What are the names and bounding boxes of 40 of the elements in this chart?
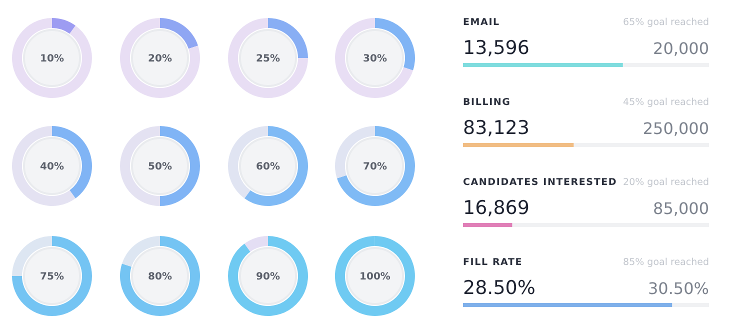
text: 40% bbox=[40, 162, 64, 172]
text: 90% bbox=[256, 272, 280, 282]
text: 75% bbox=[40, 272, 64, 282]
text: 60% bbox=[256, 162, 280, 172]
donut-slice bbox=[12, 236, 92, 316]
donut-slice bbox=[120, 18, 200, 98]
text: 30% bbox=[363, 54, 387, 64]
text: 70% bbox=[363, 162, 387, 172]
donut-slice bbox=[336, 126, 415, 206]
y-tick-label: FILL RATE bbox=[463, 257, 523, 268]
donut-slice bbox=[120, 236, 200, 316]
text: 80% bbox=[148, 272, 172, 282]
data-label: 45% goal reached bbox=[623, 97, 709, 108]
text: 50% bbox=[148, 162, 172, 172]
text: 20% bbox=[148, 54, 172, 64]
donut-slice bbox=[52, 18, 76, 34]
donut-slice bbox=[244, 236, 268, 252]
data-label: 20% goal reached bbox=[623, 177, 709, 188]
donut-slice bbox=[228, 18, 308, 98]
donut-slice bbox=[244, 126, 308, 206]
annotation: 83,123 bbox=[463, 117, 530, 139]
annotation: 30.50% bbox=[648, 279, 709, 298]
text: 25% bbox=[256, 54, 280, 64]
annotation: 20,000 bbox=[653, 39, 709, 58]
donut-slice bbox=[160, 18, 198, 49]
y-tick-label: BILLING bbox=[463, 97, 511, 108]
text: 10% bbox=[40, 54, 64, 64]
data-label: 85% goal reached bbox=[623, 257, 709, 268]
y-tick-label: EMAIL bbox=[463, 17, 500, 28]
annotation: 16,869 bbox=[463, 197, 530, 219]
annotation: 250,000 bbox=[642, 119, 709, 138]
annotation: 13,596 bbox=[463, 37, 530, 59]
donut-slice bbox=[12, 18, 92, 98]
annotation: 85,000 bbox=[653, 199, 709, 218]
donut-slice bbox=[228, 236, 308, 316]
annotation: 28.50% bbox=[463, 277, 536, 299]
data-label: 65% goal reached bbox=[623, 17, 709, 28]
y-tick-label: CANDIDATES INTERESTED bbox=[463, 177, 618, 188]
text: 100% bbox=[360, 272, 390, 282]
donut-slice bbox=[335, 18, 414, 98]
